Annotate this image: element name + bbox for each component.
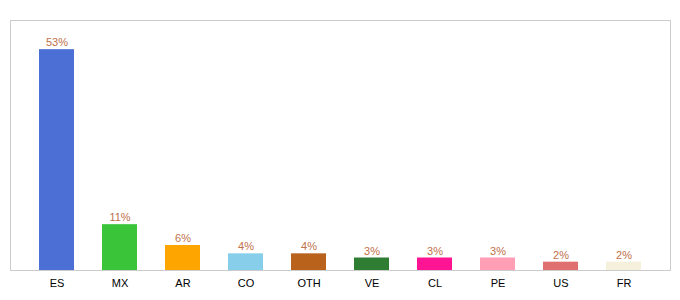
svg-text:VE: VE xyxy=(365,277,380,289)
svg-text:6%: 6% xyxy=(175,232,191,244)
svg-text:4%: 4% xyxy=(301,240,317,252)
svg-text:2%: 2% xyxy=(616,249,632,261)
svg-text:2%: 2% xyxy=(553,249,569,261)
svg-text:11%: 11% xyxy=(109,211,130,223)
svg-text:MX: MX xyxy=(112,277,129,289)
svg-text:4%: 4% xyxy=(238,240,254,252)
svg-text:US: US xyxy=(553,277,568,289)
svg-text:CO: CO xyxy=(238,277,255,289)
svg-text:OTH: OTH xyxy=(297,277,320,289)
svg-text:CL: CL xyxy=(428,277,442,289)
svg-text:PE: PE xyxy=(491,277,506,289)
svg-text:3%: 3% xyxy=(364,245,380,257)
svg-text:ES: ES xyxy=(50,277,65,289)
svg-text:FR: FR xyxy=(617,277,632,289)
svg-text:53%: 53% xyxy=(46,36,68,48)
svg-text:3%: 3% xyxy=(490,245,506,257)
svg-text:3%: 3% xyxy=(427,245,443,257)
svg-text:AR: AR xyxy=(175,277,190,289)
